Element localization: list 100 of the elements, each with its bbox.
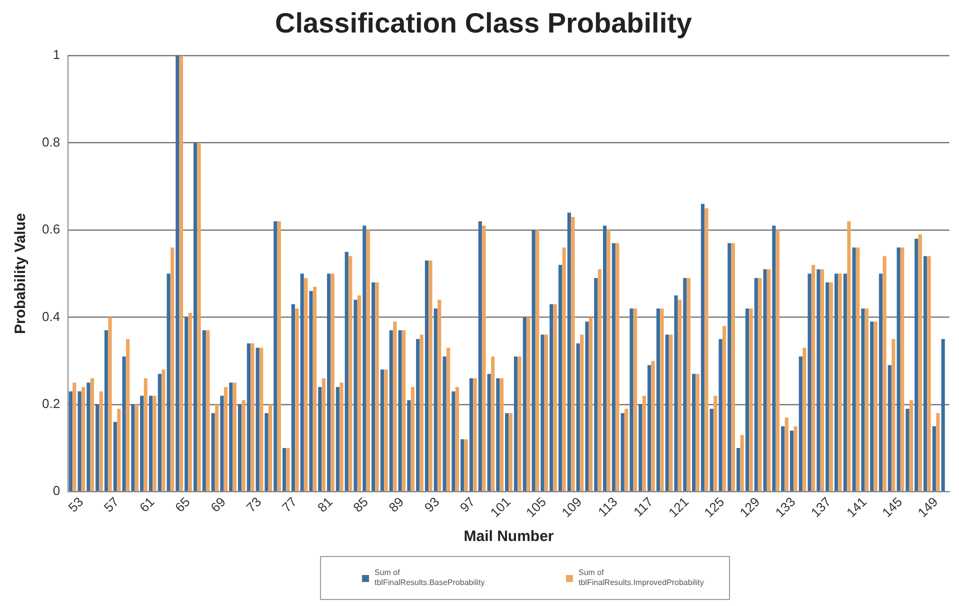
bar <box>620 413 624 492</box>
bar <box>812 264 816 492</box>
bar <box>763 269 767 492</box>
bar <box>923 256 928 492</box>
bar <box>134 404 139 492</box>
bar <box>638 404 642 492</box>
bar <box>820 269 824 492</box>
bar <box>576 343 580 492</box>
bar <box>710 408 714 492</box>
bar <box>309 291 313 492</box>
bar <box>274 221 278 492</box>
bar <box>588 317 593 492</box>
bar <box>553 304 557 492</box>
bar <box>90 378 94 492</box>
bar <box>496 378 500 492</box>
x-tick-label: 125 <box>701 494 728 520</box>
bar <box>630 308 634 492</box>
x-tick-label: 89 <box>386 494 407 516</box>
bar <box>140 396 144 492</box>
bar <box>300 274 304 492</box>
bar <box>250 343 254 492</box>
bar <box>246 343 250 492</box>
bar <box>469 378 474 492</box>
bar <box>624 408 628 492</box>
bar <box>826 282 830 492</box>
bar <box>144 378 148 492</box>
bar <box>82 386 86 492</box>
bar <box>683 278 687 492</box>
bar <box>834 274 838 492</box>
bar <box>398 330 402 492</box>
bar <box>72 382 76 492</box>
bar <box>478 221 482 492</box>
bar <box>856 247 860 492</box>
bar <box>722 326 726 492</box>
bar <box>330 274 334 492</box>
bar <box>536 230 540 492</box>
bar <box>452 391 456 492</box>
x-tick-label: 69 <box>208 494 229 516</box>
bar <box>616 243 620 492</box>
bar <box>166 274 170 492</box>
bar <box>268 404 272 492</box>
x-tick-label: 81 <box>314 494 336 516</box>
bar <box>336 386 340 492</box>
bar <box>242 400 246 492</box>
bar <box>518 356 522 492</box>
bar <box>714 396 718 492</box>
bar <box>206 330 210 492</box>
x-tick-label: 121 <box>665 494 692 520</box>
x-axis-title: Mail Number <box>464 528 554 546</box>
bar <box>558 264 562 492</box>
bar <box>838 274 842 492</box>
bar <box>473 378 477 492</box>
bar <box>434 308 438 492</box>
bar <box>874 322 878 492</box>
bar <box>104 330 108 492</box>
bar <box>215 404 219 492</box>
bar <box>380 370 384 492</box>
bar <box>514 356 518 492</box>
bar <box>131 404 135 492</box>
x-tick-label: 145 <box>879 494 906 520</box>
x-tick-label: 141 <box>844 494 870 520</box>
bar <box>906 408 910 492</box>
bar <box>562 247 566 492</box>
bar <box>322 378 326 492</box>
bar <box>642 396 646 492</box>
bar <box>508 413 512 492</box>
bar <box>312 286 317 492</box>
y-tick-label: 1 <box>52 47 60 62</box>
bar <box>808 274 812 492</box>
bar <box>745 308 750 492</box>
bar <box>829 282 833 492</box>
bar <box>455 386 460 492</box>
bar <box>393 322 397 492</box>
bar <box>692 374 696 492</box>
bar <box>585 322 589 492</box>
bar <box>282 448 286 492</box>
bar <box>909 400 914 492</box>
bar <box>375 282 379 492</box>
bar <box>197 142 201 492</box>
bar <box>224 386 228 492</box>
bar <box>526 317 530 492</box>
x-tick-label: 149 <box>914 494 941 520</box>
bar <box>420 334 424 492</box>
bar <box>256 348 260 492</box>
bar <box>99 391 103 492</box>
bar <box>176 56 180 492</box>
bar <box>602 226 607 492</box>
bar <box>892 339 896 492</box>
bar <box>580 334 584 492</box>
bar <box>532 230 536 492</box>
bar <box>758 278 762 492</box>
bar <box>794 426 798 492</box>
bar <box>318 386 322 492</box>
bar <box>936 413 940 492</box>
bar <box>550 304 554 492</box>
x-tick-label: 57 <box>100 494 122 516</box>
bar <box>487 374 491 492</box>
x-tick-label: 61 <box>136 494 158 516</box>
bar <box>540 334 544 492</box>
bar <box>193 142 198 492</box>
